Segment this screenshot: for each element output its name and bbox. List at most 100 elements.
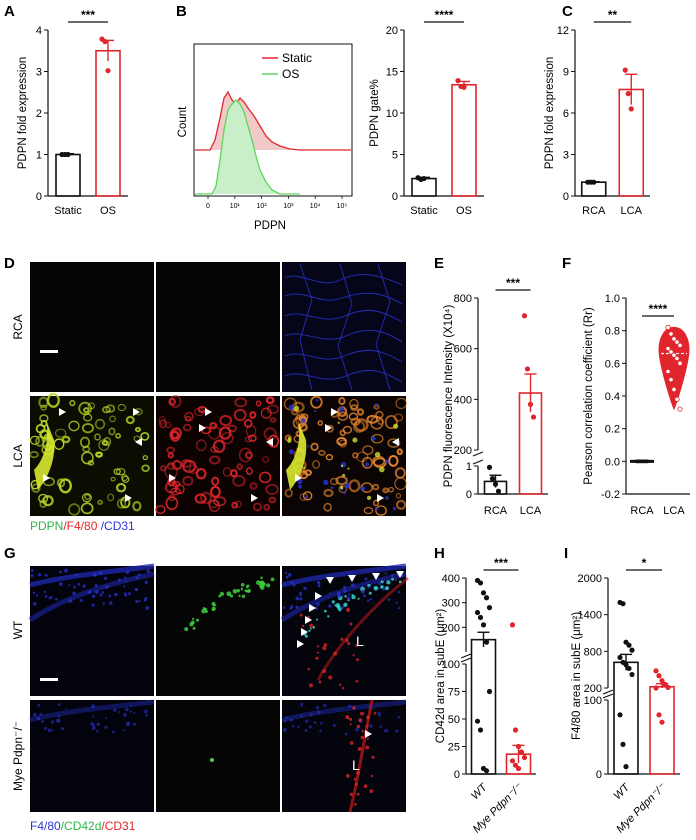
significance-label: *** xyxy=(506,276,520,290)
pdpn-spot xyxy=(339,485,344,490)
f480-dot xyxy=(303,586,307,591)
merge-cd42d-dot xyxy=(373,585,379,591)
f480-dot xyxy=(44,594,48,598)
f480-dot xyxy=(300,704,303,707)
tile-g-wt-f480 xyxy=(30,566,154,696)
cd31-dot xyxy=(349,717,353,721)
f480-dot xyxy=(73,585,76,589)
cd31-dot xyxy=(356,792,360,796)
bar-static xyxy=(411,177,437,197)
f480-dot xyxy=(316,580,320,584)
cell-ring xyxy=(221,432,234,445)
f480-dot xyxy=(282,606,286,609)
vessel-walls-g xyxy=(28,563,409,813)
f480-dot xyxy=(360,589,365,594)
f480-dot xyxy=(135,576,139,580)
cell-ring xyxy=(188,464,199,475)
f480-dot xyxy=(397,715,401,719)
y-axis-title-i: F4/80 area in subE (μm²) xyxy=(571,612,583,740)
y-tick-label-e: 800 xyxy=(454,293,472,305)
cd31-spot xyxy=(365,462,370,467)
data-point-wt xyxy=(474,718,481,724)
cd31-dot xyxy=(354,782,358,786)
f480-dot xyxy=(51,729,54,732)
cell-ring xyxy=(140,432,150,441)
f480-dot xyxy=(50,720,54,724)
f480-dot xyxy=(299,593,302,597)
f480-dot xyxy=(364,577,368,581)
pdpn-spot xyxy=(379,466,385,473)
f480-dot xyxy=(297,725,300,729)
cd42d-dot xyxy=(245,585,249,589)
flow-tick-label: 10⁴ xyxy=(310,203,321,210)
f480-dot xyxy=(313,721,317,724)
cd31-spot xyxy=(360,486,366,492)
tile-g-ko-f480 xyxy=(30,700,154,812)
cell-ring xyxy=(117,403,126,411)
cell-ring xyxy=(81,451,94,465)
cell-ring xyxy=(115,467,126,476)
f480-dot xyxy=(64,568,69,573)
data-point-lca xyxy=(671,386,677,393)
cd31-dot xyxy=(322,669,327,674)
bar-static xyxy=(55,153,81,197)
pdpn-spot xyxy=(393,423,399,429)
x-label-static: Static xyxy=(410,205,438,217)
f480-dot xyxy=(308,725,313,729)
cell-ring xyxy=(323,488,334,498)
cell-ring xyxy=(142,455,149,461)
panel-label-e: E xyxy=(434,255,444,272)
f480-dot xyxy=(282,727,287,732)
merge-cd42d-dot xyxy=(324,609,327,613)
merge-cd42d-dot xyxy=(335,602,341,608)
data-point-lca xyxy=(668,377,674,383)
f480-dot xyxy=(123,585,126,588)
x-label-os: OS xyxy=(456,205,472,217)
data-point-os xyxy=(102,39,108,45)
cell-ring xyxy=(372,483,380,491)
cd31-dot xyxy=(349,792,353,796)
y-tick-label-f: 0.6 xyxy=(605,358,620,370)
cell-ring xyxy=(155,505,166,514)
cell-ring xyxy=(208,455,221,465)
data-point-mye-pdpn xyxy=(509,758,516,764)
cell-ring xyxy=(54,428,67,438)
data-point-lca xyxy=(527,401,534,407)
bar-wt xyxy=(470,638,497,775)
cell-ring xyxy=(115,433,122,439)
y-tick-label-i: 200 xyxy=(584,683,602,695)
data-point-wt xyxy=(623,662,629,668)
data-point-mye-pdpn xyxy=(512,762,519,768)
data-point-wt xyxy=(483,595,490,601)
panel-label-i: I xyxy=(564,545,568,562)
f480-dot xyxy=(132,722,137,726)
cd31-spot xyxy=(344,483,350,489)
cell-ring xyxy=(297,422,308,432)
data-point-lca xyxy=(674,339,680,345)
f480-dot xyxy=(343,585,347,589)
f480-dot xyxy=(126,721,130,725)
f480-dot xyxy=(347,593,351,596)
cell-ring xyxy=(40,404,47,411)
f480-dot xyxy=(37,703,41,707)
cd42d-dot xyxy=(240,583,245,587)
f480-dot xyxy=(118,578,122,582)
static-histogram-line xyxy=(195,90,351,151)
y-tick-label-e: 600 xyxy=(454,344,472,356)
x-label-static: Static xyxy=(54,205,82,217)
cell-ring xyxy=(94,433,101,441)
cd31-spot xyxy=(304,495,309,500)
y-tick-label-c: 9 xyxy=(563,67,569,79)
cell-ring xyxy=(227,424,237,433)
panel-label-c: C xyxy=(562,3,573,20)
data-point-rca xyxy=(591,179,597,185)
data-point-lca xyxy=(671,352,677,358)
significance-label: **** xyxy=(435,8,454,22)
cell-ring xyxy=(395,499,407,510)
f480-dot xyxy=(341,605,345,610)
tile-g-wt-merge xyxy=(282,566,406,696)
f480-dot xyxy=(123,729,126,732)
y-tick-label-e: 400 xyxy=(454,394,472,406)
cell-ring xyxy=(83,407,90,414)
f480-dot xyxy=(366,599,370,602)
